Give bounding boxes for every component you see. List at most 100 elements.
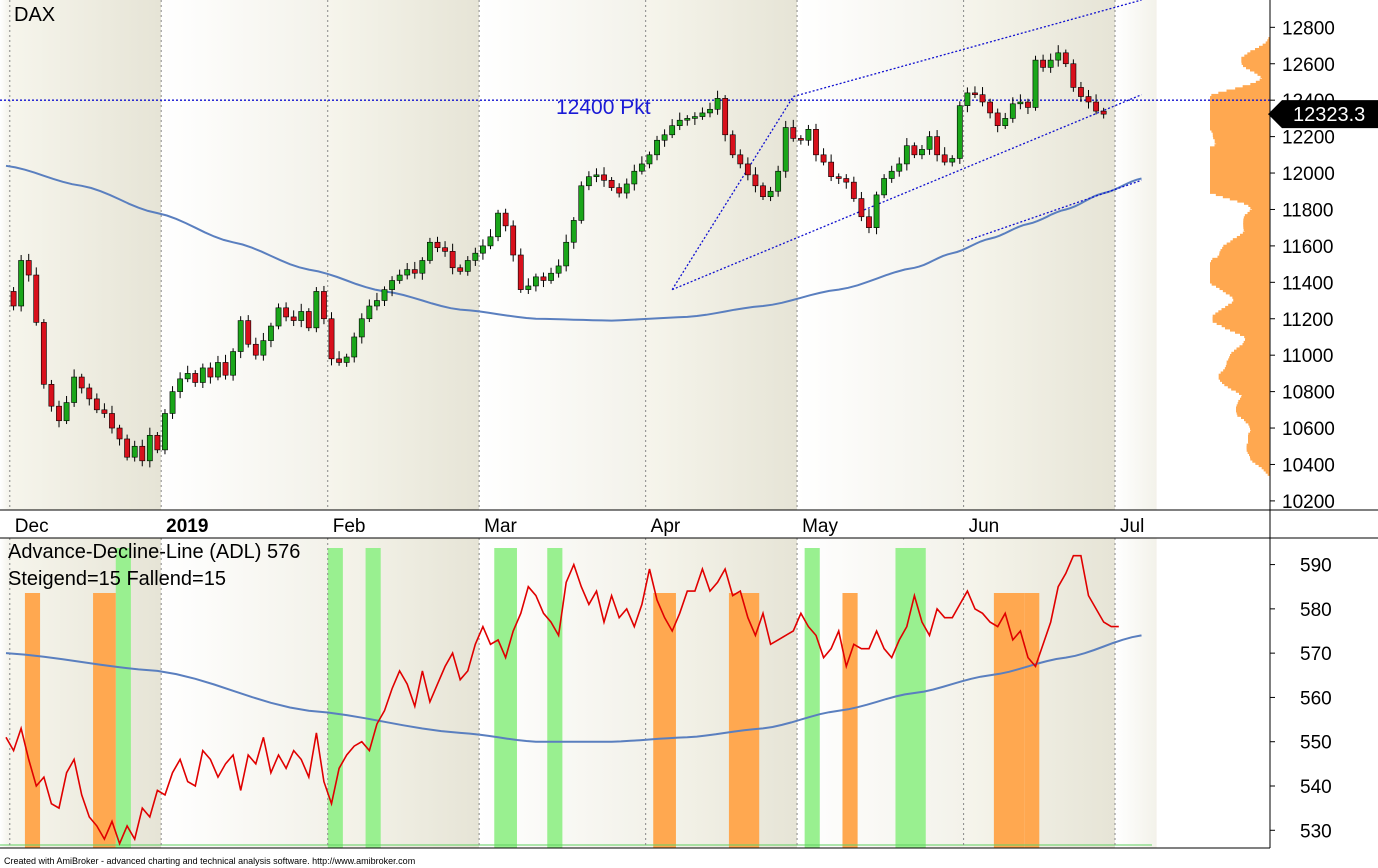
down-candle <box>828 161 835 177</box>
falling-band <box>93 593 116 848</box>
axis-labels: Dec 2019 Feb Mar Apr May Jun Jul 12800 12600 12400… <box>15 18 1335 842</box>
month-label: Feb <box>333 516 366 537</box>
up-candle <box>555 265 562 274</box>
adl-bands <box>0 548 1152 848</box>
down-candle <box>124 438 131 458</box>
down-candle <box>154 435 161 451</box>
adl-tick-label: 530 <box>1300 821 1332 842</box>
up-candle <box>578 185 585 221</box>
falling-band <box>842 593 858 848</box>
up-candle <box>926 136 933 150</box>
down-candle <box>850 181 857 199</box>
up-candle <box>949 158 956 163</box>
volume-profile <box>1210 37 1270 476</box>
up-candle <box>593 174 600 177</box>
up-candle <box>71 376 78 403</box>
up-candle <box>881 178 888 196</box>
up-candle <box>404 269 411 276</box>
up-candle <box>707 108 713 114</box>
up-candle <box>1055 52 1062 61</box>
down-candle <box>1078 87 1084 97</box>
down-candle <box>1070 63 1077 88</box>
price-month-shade <box>0 0 10 510</box>
up-candle <box>919 149 925 156</box>
up-candle <box>1032 59 1039 108</box>
moving-averages <box>5 164 1142 743</box>
price-tick-label: 10800 <box>1282 383 1335 404</box>
down-candle <box>616 187 623 194</box>
down-candle <box>994 112 1001 126</box>
up-candle <box>585 176 592 187</box>
up-candle <box>1002 118 1009 126</box>
up-candle <box>1009 103 1016 119</box>
price-month-shade <box>1115 0 1157 510</box>
down-candle <box>10 291 17 307</box>
adl-moving-average <box>5 634 1142 743</box>
up-candle <box>767 190 774 198</box>
up-candle <box>805 129 812 141</box>
down-candle <box>729 134 736 156</box>
down-candle <box>33 274 40 323</box>
adl-tick-label: 580 <box>1300 600 1332 621</box>
up-candle <box>298 311 305 321</box>
up-candle <box>268 325 274 341</box>
up-candle <box>691 116 698 119</box>
falling-band <box>24 593 41 848</box>
up-candle <box>131 445 138 458</box>
down-candle <box>40 322 47 385</box>
price-tick-label: 12600 <box>1282 55 1335 76</box>
down-candle <box>25 260 32 276</box>
down-candle <box>722 98 729 136</box>
price-tick-label: 11800 <box>1282 200 1333 221</box>
up-candle <box>903 145 910 165</box>
up-candle <box>964 92 971 106</box>
down-candle <box>442 247 448 252</box>
down-candle <box>290 316 297 321</box>
up-candle <box>396 274 403 281</box>
down-candle <box>1085 96 1092 103</box>
adl-tick-label: 560 <box>1300 688 1332 709</box>
price-tick-label: 11000 <box>1282 346 1333 367</box>
down-candle <box>1040 59 1046 68</box>
up-candle <box>548 272 554 281</box>
footer-credit: Created with AmiBroker - advanced charti… <box>4 856 415 866</box>
price-month-shade <box>645 0 798 510</box>
down-candle <box>979 94 986 103</box>
down-candle <box>601 174 607 181</box>
up-candle <box>464 260 471 272</box>
down-candle <box>502 212 509 227</box>
down-candle <box>93 398 100 411</box>
rising-band <box>115 548 131 848</box>
up-candle <box>63 402 70 422</box>
price-tick-label: 11600 <box>1282 237 1333 258</box>
down-candle <box>222 362 229 376</box>
up-candle <box>472 252 479 261</box>
up-candle <box>699 112 706 117</box>
up-candle <box>1047 59 1054 68</box>
down-candle <box>1025 101 1031 108</box>
up-candle <box>366 305 373 320</box>
up-candle <box>623 183 630 194</box>
up-candle <box>199 367 206 383</box>
adl-subtitle: Steigend=15 Fallend=15 <box>8 568 226 590</box>
grid-lines <box>9 0 1116 848</box>
down-candle <box>1100 110 1107 115</box>
up-candle <box>237 320 244 352</box>
up-candle <box>661 134 668 141</box>
month-label: Dec <box>15 516 49 537</box>
down-candle <box>858 198 865 218</box>
up-candle <box>177 378 184 392</box>
month-label: Mar <box>484 516 517 537</box>
down-candle <box>48 384 55 407</box>
price-month-shade <box>327 0 480 510</box>
down-candle <box>744 163 751 176</box>
down-candle <box>192 373 199 383</box>
down-candle <box>328 318 335 360</box>
falling-band <box>993 593 1025 848</box>
rising-band <box>327 548 343 848</box>
down-candle <box>101 409 108 414</box>
adl-month-shade <box>797 538 964 848</box>
up-candle <box>18 260 25 307</box>
channel-line <box>671 94 1142 291</box>
up-candle <box>631 170 638 185</box>
